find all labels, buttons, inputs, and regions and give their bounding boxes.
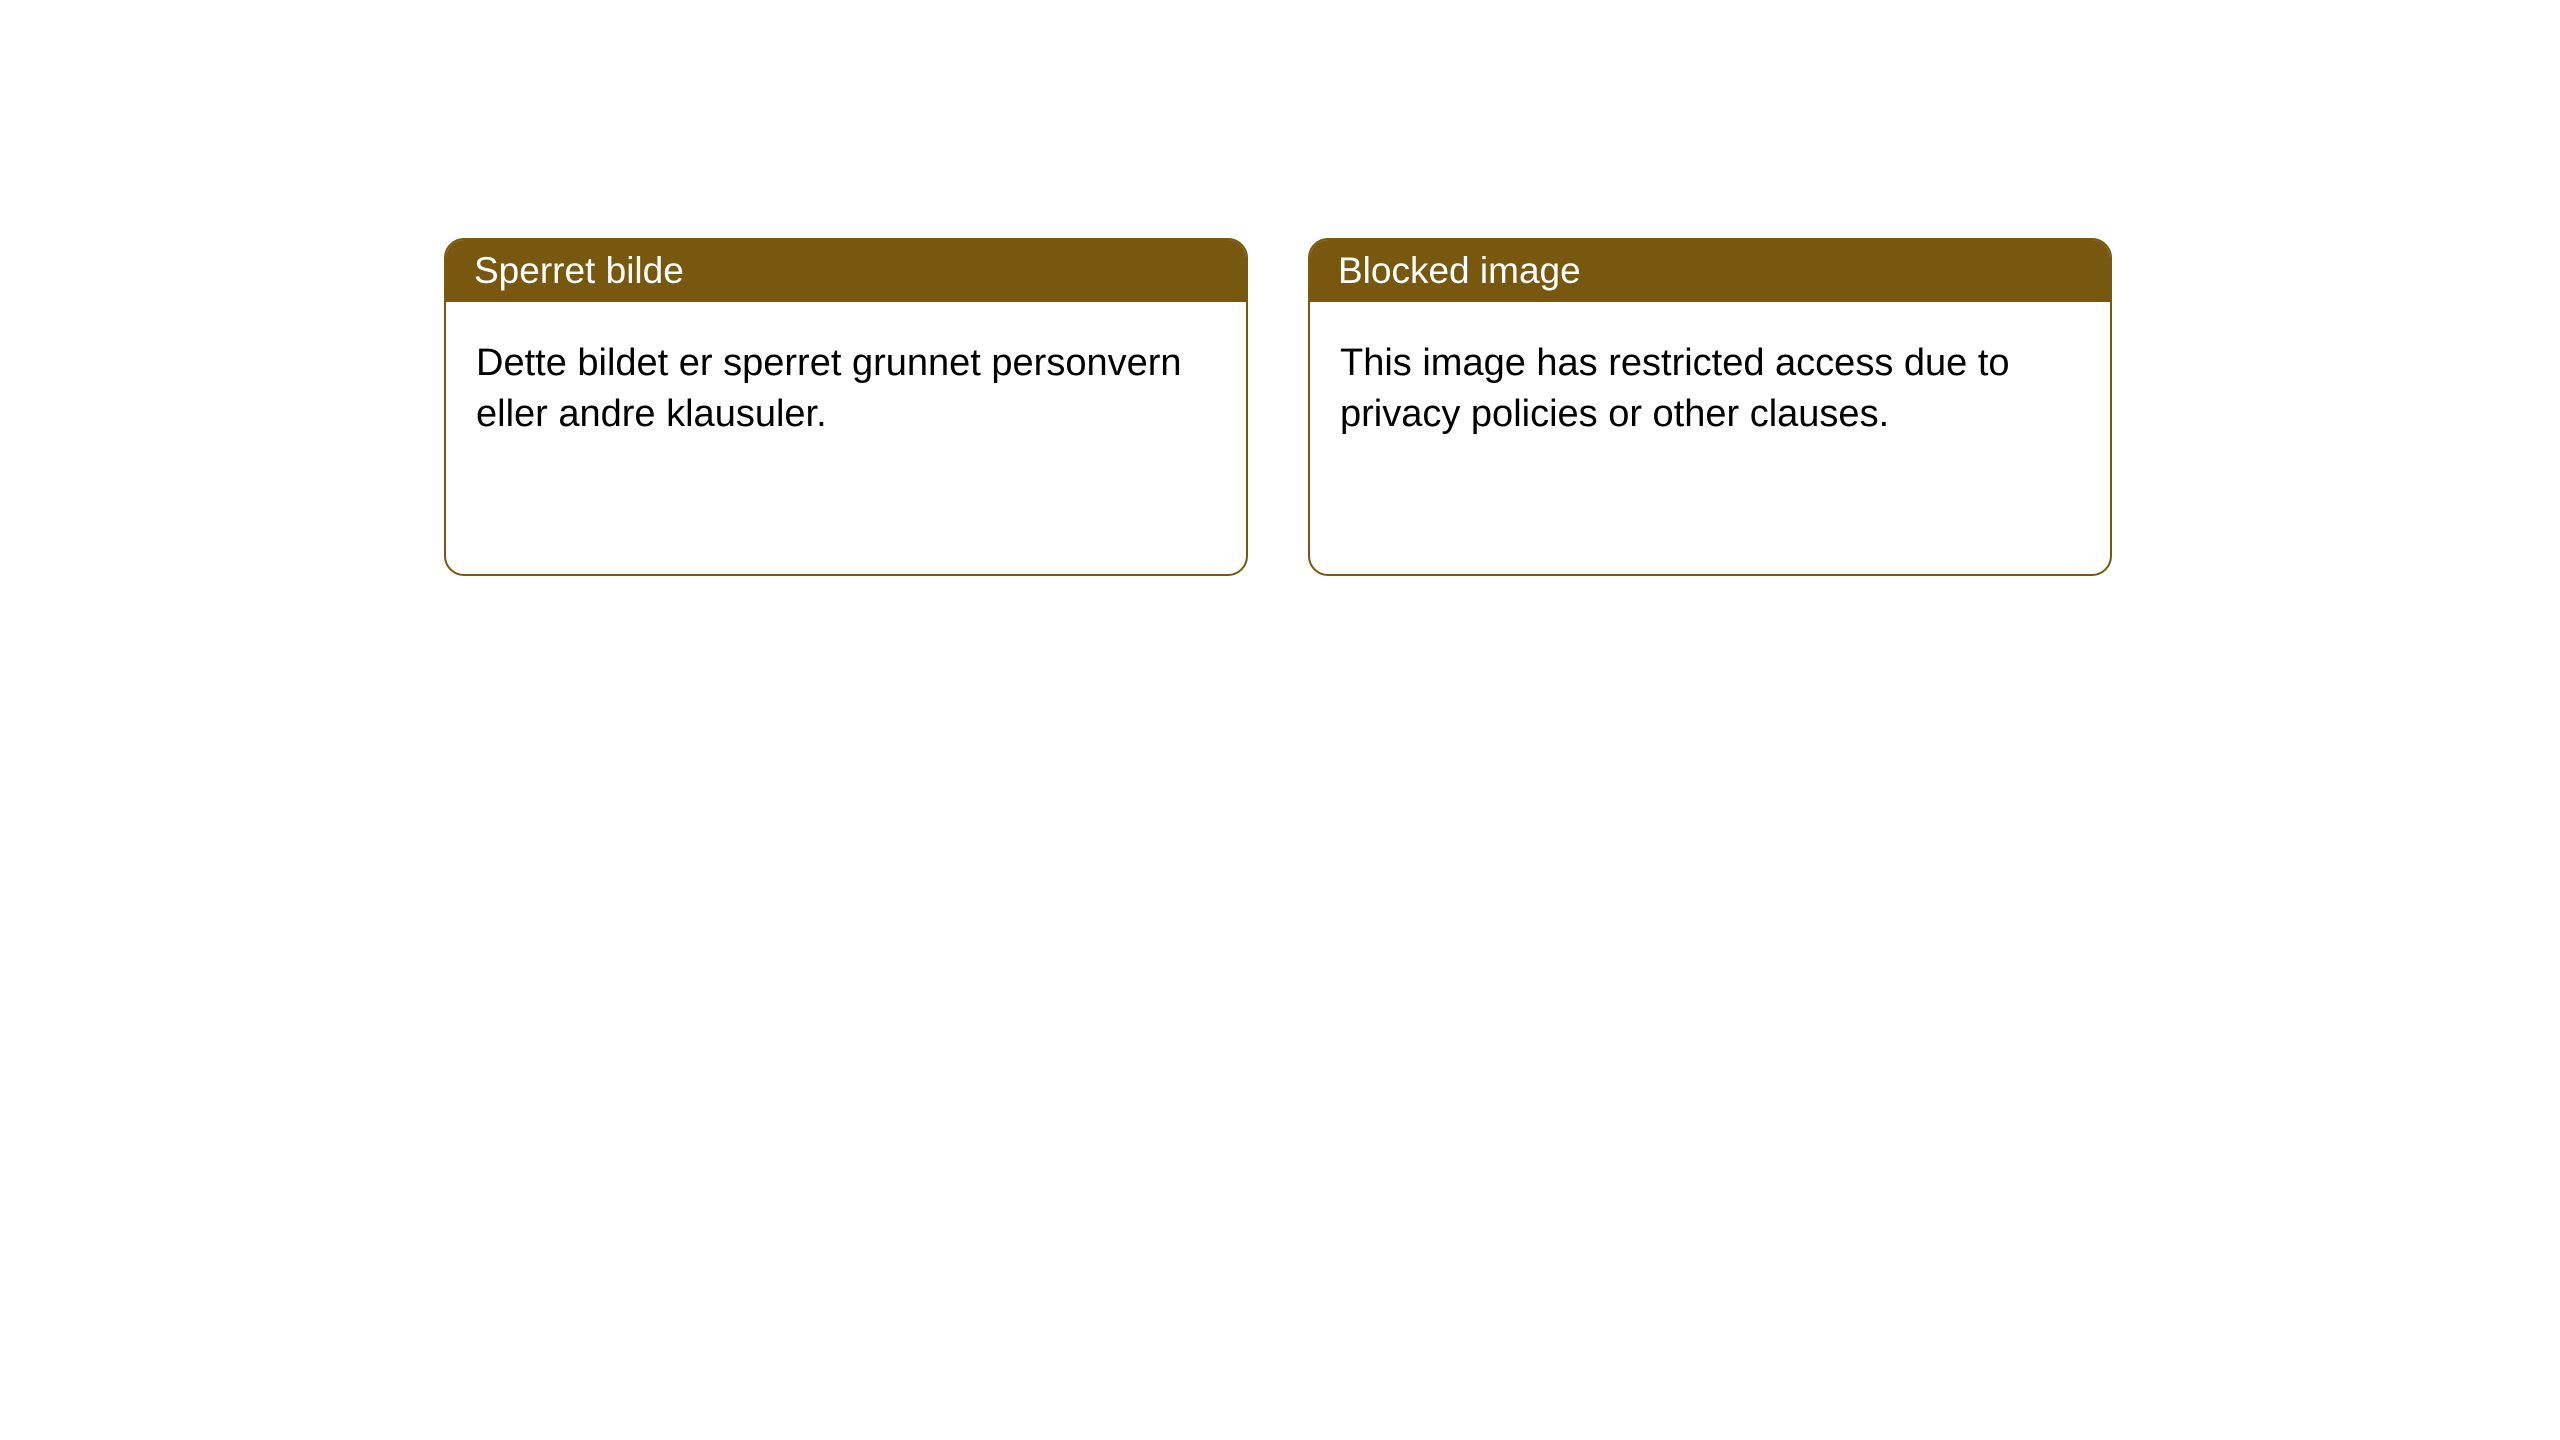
blocked-image-card-en: Blocked image This image has restricted … xyxy=(1308,238,2112,576)
card-body-text: This image has restricted access due to … xyxy=(1340,342,2010,435)
card-body: This image has restricted access due to … xyxy=(1310,302,2110,477)
card-title: Blocked image xyxy=(1338,250,1581,291)
blocked-image-card-no: Sperret bilde Dette bildet er sperret gr… xyxy=(444,238,1248,576)
card-title: Sperret bilde xyxy=(474,250,684,291)
cards-container: Sperret bilde Dette bildet er sperret gr… xyxy=(0,0,2560,576)
card-body: Dette bildet er sperret grunnet personve… xyxy=(446,302,1246,477)
card-header: Blocked image xyxy=(1310,240,2110,302)
card-header: Sperret bilde xyxy=(446,240,1246,302)
card-body-text: Dette bildet er sperret grunnet personve… xyxy=(476,342,1182,435)
